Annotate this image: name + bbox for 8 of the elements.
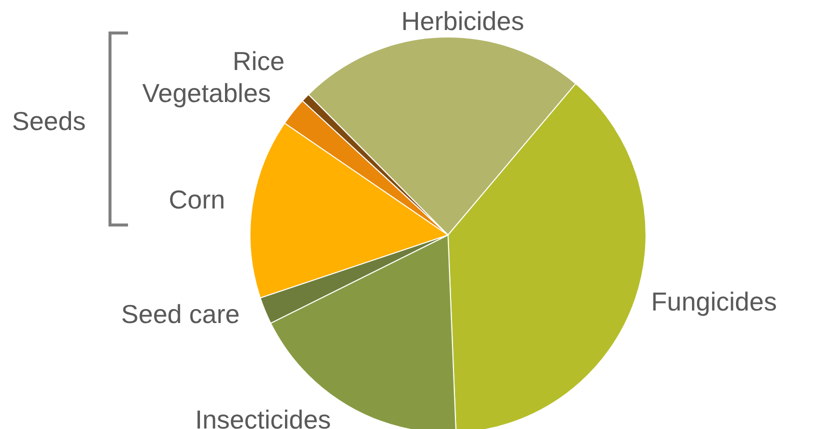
- slice-label: Insecticides: [195, 404, 331, 429]
- slice-label: Corn: [168, 184, 226, 215]
- slice-label: Rice: [232, 46, 285, 76]
- slice-label: Fungicides: [651, 286, 777, 316]
- slice-label: Seed care: [121, 299, 240, 330]
- text: Seeds: [12, 106, 86, 136]
- slice-label: Herbicides: [401, 6, 524, 36]
- slice-label: Vegetables: [142, 78, 271, 108]
